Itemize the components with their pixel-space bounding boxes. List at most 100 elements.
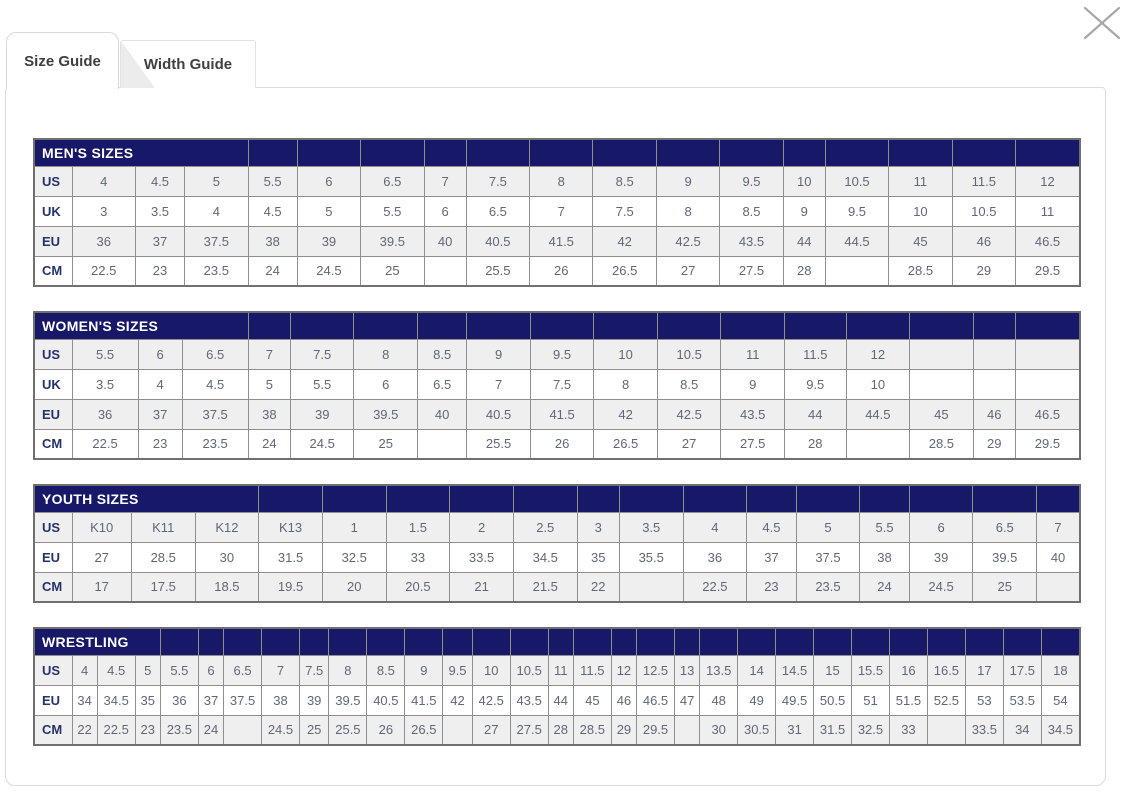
- size-cell: 4: [71, 165, 136, 197]
- size-cell: 10.5: [656, 338, 722, 370]
- size-cell: 51: [851, 684, 890, 716]
- size-cell: 6: [296, 165, 362, 197]
- size-cell: 7.5: [298, 654, 330, 686]
- size-cell: 5: [134, 654, 161, 686]
- header-cell: [636, 627, 675, 656]
- size-cell: 27: [71, 541, 132, 573]
- size-cell: 22.5: [96, 714, 136, 746]
- size-cell: 10.5: [824, 165, 890, 197]
- header-cell: [197, 627, 225, 656]
- size-cell: 44: [782, 225, 826, 257]
- size-cell: [423, 255, 467, 287]
- row-label: UK: [33, 195, 73, 227]
- header-cell: [1015, 138, 1081, 167]
- size-cell: [1014, 368, 1081, 400]
- table-header-row: YOUTH SIZES: [33, 484, 1081, 513]
- size-cell: 37: [746, 541, 797, 573]
- size-cell: 39.5: [360, 225, 425, 257]
- header-cell: [572, 627, 612, 656]
- size-cell: 7: [1036, 511, 1081, 543]
- size-cell: 13.5: [699, 654, 739, 686]
- size-cell: 32.5: [321, 541, 387, 573]
- size-cell: 36: [71, 225, 136, 257]
- size-cell: [972, 368, 1016, 400]
- row-label: EU: [33, 398, 73, 430]
- size-cell: 32.5: [851, 714, 890, 746]
- header-cell: [719, 138, 784, 167]
- size-cell: 11.5: [783, 338, 847, 370]
- size-cell: 31.5: [258, 541, 323, 573]
- size-cell: 40.5: [466, 398, 531, 430]
- size-cell: 25: [353, 428, 418, 460]
- header-cell: [964, 627, 1004, 656]
- size-cell: 43.5: [509, 684, 549, 716]
- size-cell: 10.5: [509, 654, 549, 686]
- tab-width-guide[interactable]: Width Guide: [120, 40, 256, 88]
- size-cell: 22: [576, 571, 620, 603]
- size-cell: 20.5: [385, 571, 451, 603]
- size-cell: 5.5: [159, 654, 199, 686]
- size-cell: 14.5: [775, 654, 815, 686]
- table-header-row: WRESTLING: [33, 627, 1081, 656]
- close-icon[interactable]: [1080, 2, 1124, 44]
- size-cell: 23: [134, 255, 186, 287]
- size-cell: 6: [197, 654, 225, 686]
- table-title: MEN'S SIZES: [33, 138, 249, 167]
- size-cell: 5.5: [247, 165, 298, 197]
- size-cell: [845, 428, 911, 460]
- size-cell: 8.5: [592, 165, 657, 197]
- header-cell: [547, 627, 574, 656]
- header-cell: [366, 627, 406, 656]
- size-cell: 49: [737, 684, 777, 716]
- row-label: US: [33, 338, 73, 370]
- row-label: CM: [33, 714, 73, 746]
- size-cell: 8: [593, 368, 658, 400]
- tab-size-guide[interactable]: Size Guide: [6, 32, 119, 89]
- table-row: US 4 4.5 5 5.5 6 6.5 7 7.5 8 8.5 9 9.5 10 10.5 11 11.5 12: [33, 165, 1081, 197]
- size-cell: [416, 428, 468, 460]
- size-cell: 34: [71, 684, 98, 716]
- table-row: EU 36 37 37.5 38 39 39.5 40 40.5 41.5 42 42.5 43.5 44…: [33, 225, 1081, 257]
- table-row: US 5.5 6 6.5 7 7.5 8 8.5 9 9.5 10 10.5 11 11.5 12: [33, 338, 1081, 370]
- header-cell: [298, 627, 330, 656]
- header-cell: [972, 311, 1016, 340]
- row-label: EU: [33, 684, 73, 716]
- header-cell: [404, 627, 444, 656]
- size-cell: 54: [1040, 684, 1081, 716]
- size-cell: 39.5: [353, 398, 418, 430]
- size-cell: 7: [466, 368, 531, 400]
- header-cell: [908, 484, 974, 513]
- table-title: YOUTH SIZES: [33, 484, 260, 513]
- size-cell: 30: [699, 714, 739, 746]
- size-cell: 11: [1015, 195, 1081, 227]
- size-cell: 10: [471, 654, 511, 686]
- size-cell: 53.5: [1002, 684, 1042, 716]
- size-cell: [673, 714, 701, 746]
- size-cell: 7.5: [529, 368, 595, 400]
- size-cell: 42: [592, 225, 657, 257]
- size-cell: 17: [964, 654, 1004, 686]
- size-cell: 37.5: [184, 225, 249, 257]
- header-cell: [783, 311, 847, 340]
- table-row: EU 27 28.5 30 31.5 32.5 33 33.5 34.5 35 35.5 36 37 37…: [33, 541, 1081, 573]
- header-cell: [972, 484, 1038, 513]
- size-cell: 28.5: [909, 428, 974, 460]
- header-cell: [593, 311, 658, 340]
- size-cell: 10.5: [951, 195, 1017, 227]
- size-cell: 3.5: [134, 195, 186, 227]
- size-cell: 27.5: [509, 714, 549, 746]
- size-cell: 45: [888, 225, 953, 257]
- size-cell: [824, 255, 890, 287]
- size-cell: 23: [746, 571, 797, 603]
- size-cell: 37.5: [223, 684, 263, 716]
- size-cell: K10: [71, 511, 132, 543]
- size-cell: 45: [572, 684, 612, 716]
- size-cell: 39.5: [328, 684, 368, 716]
- size-cell: 5.5: [71, 338, 139, 370]
- header-cell: [321, 484, 387, 513]
- size-cell: 4.5: [247, 195, 298, 227]
- header-cell: [247, 311, 291, 340]
- header-cell: [859, 484, 910, 513]
- size-cell: 42.5: [471, 684, 511, 716]
- size-cell: 22.5: [71, 428, 139, 460]
